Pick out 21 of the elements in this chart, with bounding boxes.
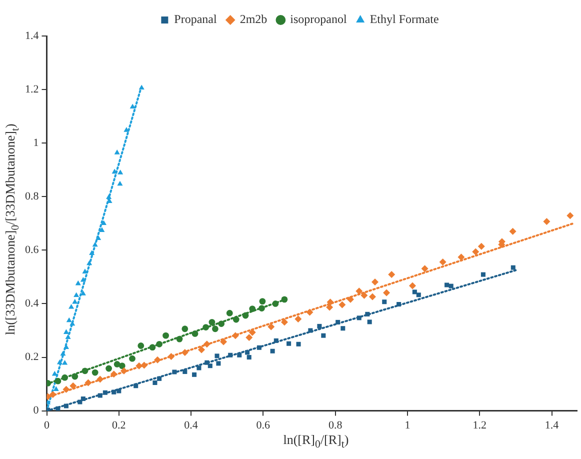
y-tick-label: 1 [33,136,39,149]
y-tick-label: 0 [33,404,40,417]
y-tick-label: 0.6 [25,244,40,256]
x-tick-label: 0.4 [184,419,198,432]
x-tick-label: 0.8 [328,419,343,432]
y-tick-label: 1.2 [25,83,39,96]
x-tick-label: 1 [404,419,410,432]
legend-label: isopropanol [290,12,348,26]
x-tick-label: 0.6 [256,419,271,432]
y-tick-label: 0.8 [25,190,40,203]
x-tick-label: 1.4 [544,419,560,432]
x-tick-label: 1.2 [472,419,486,432]
x-tick-label: 0 [44,419,50,432]
legend-label: 2m2b [240,12,268,26]
x-axis-title: ln([R]$_{0}$/[R]$_{t}$) [282,432,350,451]
legend-label: Ethyl Formate [370,12,439,26]
legend-label: Propanal [174,12,218,26]
y-tick-label: 1.4 [25,30,40,42]
y-tick-label: 0.4 [25,298,40,310]
x-tick-label: 0.2 [112,419,126,432]
y-tick-label: 0.2 [25,351,39,364]
